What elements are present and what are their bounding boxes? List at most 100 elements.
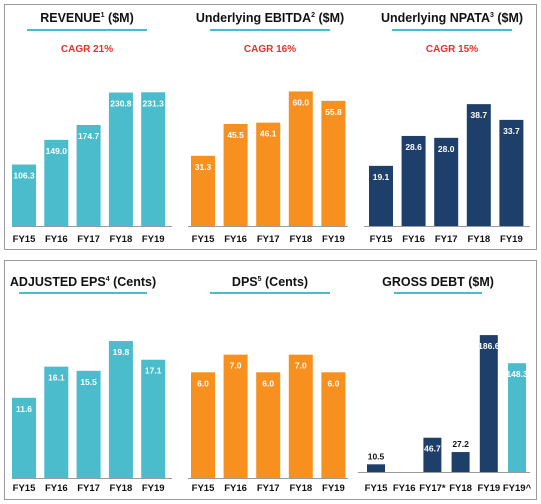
x-tick-label: FY17 (257, 483, 280, 494)
x-tick-label: FY18 (289, 483, 312, 494)
bar (499, 119, 524, 226)
x-tick-label: FY18 (449, 483, 472, 494)
data-label: 15.5 (80, 377, 97, 387)
x-tick-label: FY17 (77, 234, 100, 245)
x-tick-label: FY19 (322, 234, 345, 245)
chart-title: DPS5 (Cents) (232, 275, 308, 289)
x-tick-label: FY15 (192, 234, 215, 245)
bar (256, 122, 281, 226)
x-tick-label: FY16 (45, 483, 68, 494)
chart-5: DPS5 (Cents) 6.0 FY15 7.0 FY16 6.0 FY17 7.0 FY18… (188, 275, 348, 494)
cagr-annotation: CAGR 21% (61, 44, 113, 55)
bar (108, 92, 133, 226)
x-tick-label: FY15 (192, 483, 215, 494)
bar (423, 437, 442, 472)
bar (191, 372, 215, 478)
data-label: 149.0 (46, 146, 68, 156)
bar (12, 397, 36, 478)
data-label: 230.8 (110, 99, 132, 109)
x-tick-label: FY19 (142, 483, 165, 494)
x-tick-label: FY15 (365, 483, 388, 494)
x-tick-label: FY19 (477, 483, 500, 494)
data-label: 6.0 (327, 378, 339, 388)
chart-title: ADJUSTED EPS4 (Cents) (10, 275, 156, 289)
x-tick-label: FY18 (110, 483, 133, 494)
bar (76, 125, 101, 226)
bar (108, 341, 133, 478)
chart-3: Underlying NPATA3 ($M) CAGR 15% 19.1 FY15 28… (364, 11, 530, 245)
x-tick-label: FY16 (402, 234, 425, 245)
bar (288, 354, 313, 478)
x-tick-label: FY16 (393, 483, 416, 494)
bar (76, 370, 101, 478)
bar (466, 104, 491, 226)
cagr-annotation: CAGR 15% (426, 44, 478, 55)
data-label: 46.7 (424, 444, 441, 454)
chart-title: GROSS DEBT ($M) (382, 275, 494, 289)
data-label: 19.8 (113, 347, 130, 357)
x-tick-label: FY15 (13, 483, 36, 494)
bar (191, 155, 215, 226)
x-tick-label: FY19 (322, 483, 345, 494)
data-label: 231.3 (143, 98, 165, 108)
data-label: 7.0 (230, 361, 242, 371)
bar (479, 335, 498, 472)
bar (223, 354, 248, 478)
data-label: 148.3 (506, 369, 528, 379)
data-label: 186.6 (478, 341, 500, 351)
bar (321, 100, 346, 226)
x-tick-label: FY18 (467, 234, 490, 245)
bar (223, 123, 248, 226)
data-label: 60.0 (293, 97, 310, 107)
data-label: 16.1 (48, 373, 65, 383)
x-tick-label: FY17 (77, 483, 100, 494)
x-tick-label: FY15 (13, 234, 36, 245)
bar (451, 452, 470, 472)
data-label: 174.7 (78, 131, 100, 141)
bar (141, 92, 166, 226)
x-tick-label: FY18 (110, 234, 133, 245)
cagr-annotation: CAGR 16% (244, 44, 296, 55)
data-label: 33.7 (503, 126, 520, 136)
bar (12, 164, 36, 226)
data-label: 7.0 (295, 361, 307, 371)
chart-4: ADJUSTED EPS4 (Cents) 11.6 FY15 16.1 FY16 15.… (10, 275, 172, 494)
x-tick-label: FY16 (224, 234, 247, 245)
data-label: 106.3 (13, 171, 35, 181)
x-tick-label: FY16 (224, 483, 247, 494)
data-label: 38.7 (471, 110, 488, 120)
data-label: 28.0 (438, 144, 455, 154)
data-label: 28.6 (405, 142, 422, 152)
data-label: 10.5 (368, 451, 385, 461)
bar (44, 139, 69, 226)
chart-title: Underlying NPATA3 ($M) (381, 11, 523, 25)
bar (369, 165, 393, 226)
data-label: 31.3 (195, 162, 212, 172)
chart-2: Underlying EBITDA2 ($M) CAGR 16% 31.3 FY15 4… (188, 11, 348, 245)
x-tick-label: FY17 (435, 234, 458, 245)
chart-title: Underlying EBITDA2 ($M) (196, 11, 344, 25)
x-tick-label: FY17* (419, 483, 446, 494)
chart-1: REVENUE1 ($M) CAGR 21% 106.3 FY15 149.0 FY16 1… (12, 11, 172, 245)
x-tick-label: FY17 (257, 234, 280, 245)
chart-title: REVENUE1 ($M) (40, 11, 134, 25)
data-label: 46.1 (260, 129, 277, 139)
bar (508, 363, 526, 472)
x-tick-label: FY19 (500, 234, 523, 245)
bar (401, 135, 426, 226)
x-tick-label: FY19^ (503, 483, 532, 494)
x-tick-label: FY19 (142, 234, 165, 245)
x-tick-label: FY18 (289, 234, 312, 245)
data-label: 6.0 (262, 378, 274, 388)
data-label: 11.6 (16, 404, 32, 414)
x-tick-label: FY16 (45, 234, 68, 245)
bar (288, 91, 313, 226)
data-label: 19.1 (373, 172, 390, 182)
bar (44, 366, 69, 478)
x-tick-label: FY15 (370, 234, 393, 245)
data-label: 45.5 (227, 130, 244, 140)
data-label: 55.8 (325, 107, 342, 117)
bar (367, 464, 385, 472)
data-label: 27.2 (452, 439, 469, 449)
